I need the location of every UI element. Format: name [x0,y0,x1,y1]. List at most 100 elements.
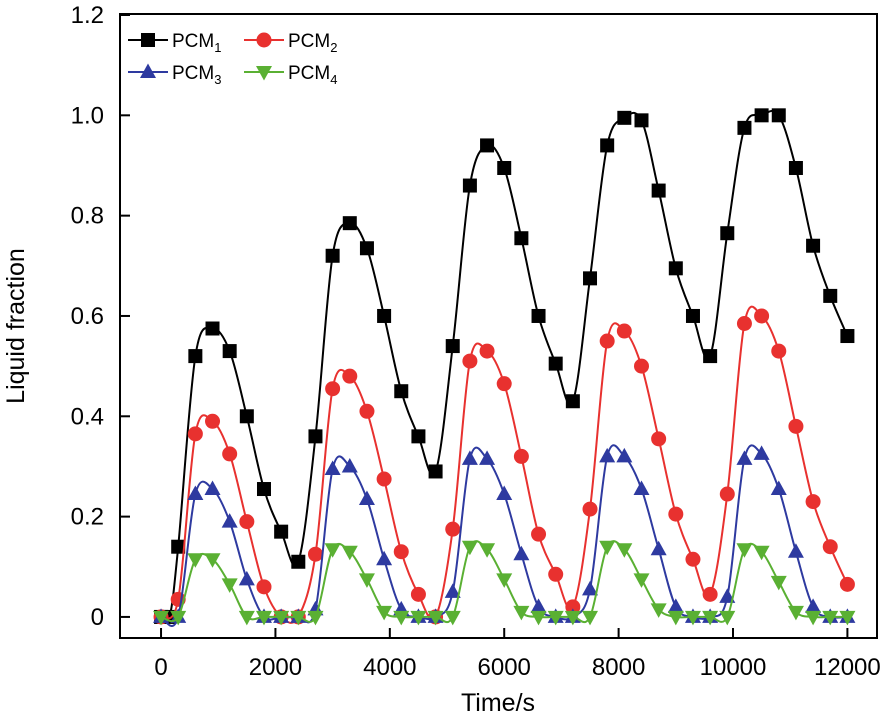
legend-item-pcm3: PCM3 [128,63,221,87]
data-point-pcm1 [359,241,374,256]
series-pcm2 [153,305,855,625]
data-point-pcm2 [359,403,375,419]
data-point-pcm1 [171,539,186,554]
data-point-pcm2 [668,506,684,522]
x-tick-label: 0 [154,654,167,681]
data-point-pcm4 [564,610,581,626]
series-pcm1 [154,108,855,624]
legend-label: PCM1 [172,31,221,55]
legend-label: PCM4 [288,63,337,87]
data-point-pcm1 [514,231,529,246]
data-point-pcm1 [806,238,821,253]
data-point-pcm4 [599,540,616,556]
data-point-pcm3 [358,490,375,506]
data-point-pcm4 [290,610,307,626]
data-point-pcm4 [530,610,547,626]
x-tick-label: 12000 [814,654,881,681]
legend-label: PCM3 [172,63,221,87]
data-point-pcm2 [222,446,238,462]
data-point-pcm1 [685,308,700,323]
data-point-pcm1 [411,429,426,444]
data-point-pcm2 [651,431,667,447]
data-point-pcm3 [221,513,238,528]
data-point-pcm2 [445,521,461,537]
data-point-pcm4 [684,610,701,626]
data-point-pcm1 [188,349,203,364]
data-point-pcm3 [667,598,684,613]
data-point-pcm1 [342,216,357,231]
data-point-pcm1 [308,429,323,444]
x-tick-label: 10000 [700,654,767,681]
x-tick-label: 2000 [249,654,302,681]
data-point-pcm1 [651,183,666,198]
data-point-pcm2 [548,566,564,582]
data-point-pcm4 [255,610,272,626]
data-point-pcm3 [753,445,770,460]
legend-item-pcm2: PCM2 [244,31,337,55]
data-point-pcm1 [531,308,546,323]
data-point-pcm2 [342,368,358,384]
data-point-pcm4 [341,545,358,561]
data-point-pcm4 [221,578,238,593]
data-point-pcm1 [771,108,786,123]
legend-marker [141,33,155,47]
data-point-pcm1 [394,384,409,399]
data-point-pcm2 [205,413,221,429]
data-point-pcm2 [754,308,770,324]
data-point-pcm2 [633,358,649,374]
data-point-pcm1 [565,394,580,409]
data-point-pcm2 [307,546,323,562]
data-point-pcm3 [787,543,804,558]
data-point-pcm3 [770,480,787,496]
data-point-pcm2 [582,501,598,517]
data-point-pcm3 [238,570,255,586]
data-point-pcm1 [256,482,271,497]
data-point-pcm2 [513,448,529,464]
data-point-pcm4 [324,543,341,558]
series-pcm3 [153,444,856,627]
y-tick-label: 0.8 [71,203,104,230]
data-point-pcm4 [444,610,461,626]
data-point-pcm1 [754,108,769,123]
data-point-pcm2 [187,426,203,442]
data-point-pcm2 [616,323,632,339]
data-point-pcm3 [805,598,822,613]
data-point-pcm1 [222,344,237,359]
data-point-pcm1 [823,288,838,303]
data-point-pcm2 [410,586,426,602]
data-point-pcm1 [720,226,735,241]
data-point-pcm3 [496,485,513,501]
y-tick-label: 0.2 [71,504,104,531]
y-tick-label: 0 [91,604,104,631]
data-point-pcm1 [497,160,512,175]
data-point-pcm3 [324,460,341,475]
data-point-pcm2 [788,418,804,434]
data-point-pcm2 [496,376,512,392]
data-point-pcm2 [839,576,855,592]
data-point-pcm2 [531,526,547,542]
legend-marker [256,66,272,81]
data-point-pcm4 [753,545,770,561]
data-point-pcm4 [839,610,856,626]
data-point-pcm4 [170,610,187,626]
data-point-pcm3 [187,485,204,501]
data-point-pcm1 [737,120,752,135]
data-point-pcm4 [513,605,530,621]
data-point-pcm2 [462,353,478,369]
data-point-pcm1 [634,113,649,128]
x-tick-label: 4000 [363,654,416,681]
data-point-pcm4 [410,610,427,626]
y-axis-title: Liquid fraction [2,248,30,404]
data-point-pcm4 [238,610,255,626]
data-point-pcm4 [153,610,170,626]
data-point-pcm1 [428,464,443,479]
data-point-pcm4 [427,610,444,626]
data-point-pcm4 [187,553,204,568]
data-point-pcm4 [204,553,221,568]
data-point-pcm2 [771,343,787,359]
x-tick-label: 6000 [478,654,531,681]
data-point-pcm1 [325,248,340,263]
data-point-pcm2 [685,551,701,567]
data-point-pcm1 [840,329,855,344]
